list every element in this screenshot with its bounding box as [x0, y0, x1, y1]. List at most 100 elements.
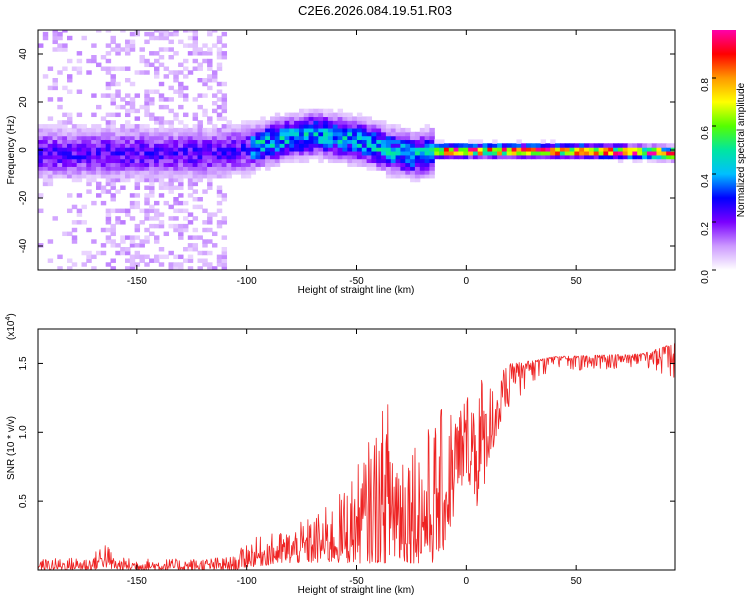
heatmap-cell: [212, 70, 218, 75]
heatmap-cell: [424, 170, 431, 175]
heatmap-cell: [468, 147, 474, 152]
heatmap-cell: [308, 120, 315, 125]
heatmap-cell: [144, 185, 150, 190]
heatmap-cell: [216, 158, 223, 164]
heatmap-cell: [173, 131, 179, 137]
heatmap-cell: [57, 47, 63, 52]
heatmap-cell: [149, 135, 155, 141]
heatmap-cell: [265, 131, 271, 137]
heatmap-cell: [376, 154, 382, 160]
heatmap-cell: [71, 139, 78, 144]
heatmap-cell: [81, 170, 87, 175]
heatmap-cell: [173, 170, 179, 175]
heatmap-cell: [361, 131, 368, 137]
heatmap-cell: [308, 116, 315, 121]
heatmap-cell: [327, 124, 334, 129]
heatmap-cell: [603, 147, 609, 152]
heatmap-cell: [216, 147, 223, 152]
heatmap-cell: [216, 104, 223, 110]
heatmap-cell: [91, 174, 97, 179]
heatmap-cell: [47, 154, 54, 160]
heatmap-cell: [163, 135, 170, 141]
heatmap-cell: [202, 131, 208, 137]
heatmap-cell: [125, 101, 131, 106]
heatmap-cell: [120, 170, 126, 175]
heatmap-cell: [154, 58, 160, 64]
heatmap-cell: [115, 147, 121, 152]
heatmap-cell: [96, 193, 102, 198]
heatmap-cell: [265, 147, 271, 152]
heatmap-cell: [42, 135, 49, 141]
heatmap-cell: [342, 154, 348, 160]
heatmap-cell: [96, 124, 102, 129]
heatmap-cell: [221, 131, 228, 137]
heatmap-cell: [144, 135, 150, 141]
heatmap-cell: [134, 131, 141, 137]
heatmap-cell: [197, 124, 203, 129]
heatmap-cell: [308, 135, 315, 141]
heatmap-cell: [120, 220, 126, 225]
heatmap-cell: [120, 247, 126, 252]
heatmap-cell: [110, 158, 116, 164]
heatmap-cell: [642, 147, 648, 152]
heatmap-cell: [110, 258, 116, 263]
heatmap-cell: [134, 108, 141, 114]
heatmap-cell: [168, 170, 174, 175]
heatmap-cell: [270, 120, 276, 125]
heatmap-cell: [96, 250, 102, 256]
heatmap-cell: [158, 97, 165, 102]
heatmap-cell: [231, 162, 237, 167]
heatmap-cell: [361, 127, 368, 133]
heatmap-cell: [154, 254, 160, 260]
heatmap-cell: [294, 158, 300, 164]
heatmap-cell: [105, 147, 112, 152]
heatmap-cell: [42, 181, 49, 187]
heatmap-cell: [42, 151, 49, 156]
heatmap-cell: [187, 151, 194, 156]
heatmap-cell: [642, 143, 648, 148]
heatmap-cell: [434, 143, 440, 148]
heatmap-cell: [279, 154, 286, 160]
heatmap-cell: [477, 154, 484, 160]
heatmap-cell: [274, 120, 281, 125]
heatmap-cell: [91, 254, 97, 260]
heatmap-cell: [105, 51, 112, 56]
heatmap-cell: [105, 208, 112, 214]
heatmap-cell: [270, 162, 276, 167]
heatmap-cell: [617, 147, 624, 152]
heatmap-cell: [313, 112, 319, 118]
heatmap-cell: [202, 151, 208, 156]
heatmap-cell: [96, 166, 102, 171]
heatmap-cell: [202, 170, 208, 175]
heatmap-cell: [125, 166, 131, 171]
heatmap-cell: [168, 31, 174, 37]
heatmap-cell: [569, 143, 576, 148]
heatmap-cell: [173, 143, 179, 148]
heatmap-cell: [323, 108, 329, 114]
heatmap-cell: [139, 243, 145, 248]
heatmap-cell: [144, 112, 150, 118]
heatmap-cell: [559, 151, 566, 156]
heatmap-cell: [236, 158, 242, 164]
heatmap-cell: [521, 151, 527, 156]
heatmap-cell: [163, 143, 170, 148]
heatmap-cell: [318, 154, 324, 160]
heatmap-cell: [337, 112, 344, 118]
heatmap-cell: [299, 112, 305, 118]
heatmap-cell: [67, 139, 73, 144]
heatmap-cell: [212, 30, 218, 33]
heatmap-cell: [178, 262, 184, 267]
heatmap-cell: [231, 170, 237, 175]
heatmap-cell: [100, 127, 107, 133]
heatmap-cell: [632, 158, 638, 164]
heatmap-cell: [158, 220, 165, 225]
heatmap-cell: [424, 158, 431, 164]
heatmap-cell: [207, 78, 213, 83]
heatmap-cell: [429, 147, 435, 152]
heatmap-cell: [487, 154, 493, 160]
heatmap-cell: [216, 55, 223, 60]
heatmap-cell: [212, 266, 218, 270]
heatmap-cell: [129, 143, 136, 148]
heatmap-cell: [289, 131, 295, 137]
heatmap-cell: [270, 127, 276, 133]
